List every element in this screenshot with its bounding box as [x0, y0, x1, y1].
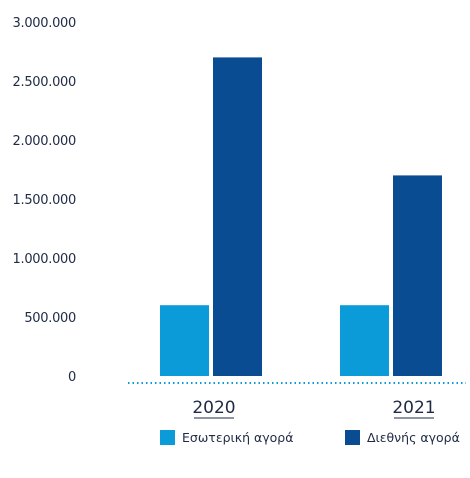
legend-swatch — [345, 430, 360, 445]
legend-label: Διεθνής αγορά — [367, 430, 460, 445]
bar-2021-series-2 — [393, 175, 442, 376]
y-tick-label: 2.000.000 — [13, 134, 76, 149]
bars — [160, 57, 442, 377]
x-category-label: 2020 — [192, 398, 235, 418]
y-tick-label: 0 — [68, 370, 76, 385]
y-tick-label: 2.500.000 — [13, 75, 76, 90]
x-category-label: 2021 — [392, 398, 435, 418]
bar-2021-series-1 — [340, 305, 389, 376]
y-tick-label: 1.000.000 — [13, 252, 76, 267]
y-axis-tick-labels: 0 500.000 1.000.000 1.500.000 2.000.000 2.500… — [13, 16, 77, 385]
legend-label: Εσωτερική αγορά — [182, 430, 293, 445]
bar-2020-series-2 — [213, 57, 262, 377]
bar-2020-series-1 — [160, 305, 209, 376]
y-tick-label: 3.000.000 — [13, 16, 76, 31]
x-axis-category-labels: 2020 2021 — [192, 398, 436, 419]
y-tick-label: 500.000 — [24, 311, 76, 326]
y-tick-label: 1.500.000 — [13, 193, 76, 208]
legend: Εσωτερική αγορά Διεθνής αγορά — [160, 430, 460, 445]
legend-swatch — [160, 430, 175, 445]
